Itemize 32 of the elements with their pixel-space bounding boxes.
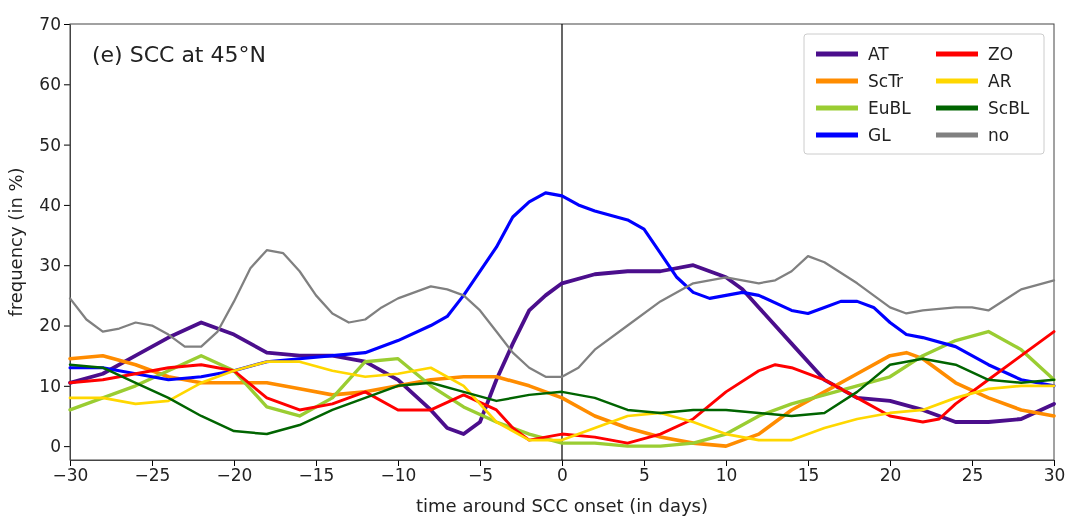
y-tick-label: 40	[39, 194, 61, 215]
legend-label: GL	[868, 125, 892, 145]
legend-label: ScBL	[988, 98, 1030, 118]
y-axis-title: frequency (in %)	[5, 167, 26, 317]
legend-label: EuBL	[868, 98, 912, 118]
x-tick-label: −5	[467, 465, 494, 486]
legend-label: ZO	[988, 44, 1014, 64]
x-tick-label: 30	[1043, 465, 1066, 486]
x-tick-label: −25	[134, 465, 171, 486]
legend-label: AT	[868, 44, 890, 64]
x-tick-label: 5	[639, 465, 650, 486]
y-tick-label: 20	[39, 315, 61, 336]
legend-label: no	[988, 125, 1010, 145]
y-tick-label: 0	[50, 436, 61, 457]
x-tick-label: −30	[52, 465, 89, 486]
legend-label: ScTr	[868, 71, 904, 91]
x-tick-label: 10	[715, 465, 738, 486]
y-tick-label: 10	[39, 375, 61, 396]
x-tick-label: 0	[557, 465, 568, 486]
x-axis-title: time around SCC onset (in days)	[416, 495, 708, 516]
x-tick-label: −10	[380, 465, 417, 486]
y-tick-label: 70	[39, 13, 61, 34]
y-tick-label: 50	[39, 134, 61, 155]
y-tick-label: 30	[39, 255, 61, 276]
x-tick-label: 15	[797, 465, 820, 486]
x-tick-label: −20	[216, 465, 253, 486]
y-tick-label: 60	[39, 74, 61, 95]
x-tick-label: 25	[961, 465, 984, 486]
legend-label: AR	[988, 71, 1012, 91]
text: (e) SCC at 45°N	[92, 42, 266, 67]
x-tick-label: −15	[298, 465, 335, 486]
x-tick-label: 20	[879, 465, 902, 486]
